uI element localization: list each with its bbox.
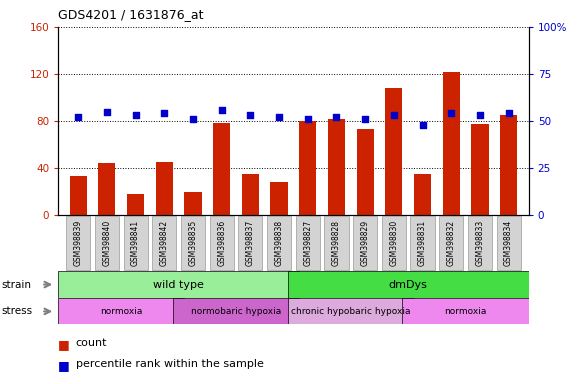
Text: GSM398832: GSM398832 bbox=[447, 220, 456, 266]
Text: normobaric hypoxia: normobaric hypoxia bbox=[191, 307, 281, 316]
FancyBboxPatch shape bbox=[353, 216, 377, 270]
Point bbox=[188, 116, 198, 122]
FancyBboxPatch shape bbox=[152, 216, 176, 270]
Bar bbox=[58, 271, 299, 298]
Point bbox=[131, 112, 140, 118]
Text: GSM398833: GSM398833 bbox=[475, 220, 485, 266]
Point bbox=[160, 110, 169, 116]
Bar bbox=[58, 298, 184, 324]
Text: GSM398828: GSM398828 bbox=[332, 220, 341, 266]
Text: GSM398840: GSM398840 bbox=[102, 220, 112, 266]
Text: GSM398836: GSM398836 bbox=[217, 220, 226, 266]
Text: GSM398842: GSM398842 bbox=[160, 220, 168, 266]
Text: strain: strain bbox=[1, 280, 31, 290]
Text: ■: ■ bbox=[58, 359, 74, 372]
Point bbox=[246, 112, 255, 118]
Bar bbox=[471, 124, 489, 215]
Bar bbox=[288, 271, 529, 298]
Bar bbox=[299, 121, 317, 215]
Point bbox=[418, 122, 427, 128]
Text: GSM398837: GSM398837 bbox=[246, 220, 255, 266]
Point bbox=[217, 107, 227, 113]
Text: GSM398835: GSM398835 bbox=[188, 220, 198, 266]
Bar bbox=[385, 88, 403, 215]
Bar bbox=[403, 298, 529, 324]
Point bbox=[102, 109, 112, 115]
Bar bbox=[357, 129, 374, 215]
FancyBboxPatch shape bbox=[95, 216, 119, 270]
Bar bbox=[173, 298, 299, 324]
FancyBboxPatch shape bbox=[382, 216, 406, 270]
Text: chronic hypobaric hypoxia: chronic hypobaric hypoxia bbox=[291, 307, 411, 316]
Text: GSM398834: GSM398834 bbox=[504, 220, 513, 266]
Text: percentile rank within the sample: percentile rank within the sample bbox=[76, 359, 263, 369]
Text: GSM398841: GSM398841 bbox=[131, 220, 140, 266]
Text: GSM398827: GSM398827 bbox=[303, 220, 312, 266]
FancyBboxPatch shape bbox=[238, 216, 263, 270]
Point bbox=[74, 114, 83, 120]
Point bbox=[332, 114, 341, 120]
Bar bbox=[127, 194, 144, 215]
Point bbox=[274, 114, 284, 120]
Text: GDS4201 / 1631876_at: GDS4201 / 1631876_at bbox=[58, 8, 203, 21]
Text: GSM398839: GSM398839 bbox=[74, 220, 83, 266]
Point bbox=[447, 110, 456, 116]
Text: dmDys: dmDys bbox=[389, 280, 428, 290]
Text: normoxia: normoxia bbox=[444, 307, 487, 316]
Bar bbox=[270, 182, 288, 215]
FancyBboxPatch shape bbox=[439, 216, 463, 270]
Text: GSM398829: GSM398829 bbox=[361, 220, 370, 266]
Text: wild type: wild type bbox=[153, 280, 204, 290]
Text: count: count bbox=[76, 338, 107, 348]
FancyBboxPatch shape bbox=[497, 216, 521, 270]
FancyBboxPatch shape bbox=[66, 216, 90, 270]
Text: stress: stress bbox=[1, 306, 33, 316]
Bar bbox=[500, 115, 517, 215]
FancyBboxPatch shape bbox=[124, 216, 148, 270]
Bar bbox=[70, 176, 87, 215]
Bar bbox=[288, 298, 414, 324]
Bar bbox=[184, 192, 202, 215]
Point bbox=[303, 116, 313, 122]
Bar bbox=[98, 163, 116, 215]
FancyBboxPatch shape bbox=[411, 216, 435, 270]
Bar bbox=[443, 71, 460, 215]
Bar bbox=[156, 162, 173, 215]
Point bbox=[504, 110, 513, 116]
Point bbox=[360, 116, 370, 122]
FancyBboxPatch shape bbox=[210, 216, 234, 270]
Bar bbox=[242, 174, 259, 215]
Text: GSM398831: GSM398831 bbox=[418, 220, 427, 266]
Text: GSM398838: GSM398838 bbox=[275, 220, 284, 266]
Text: normoxia: normoxia bbox=[100, 307, 142, 316]
Bar bbox=[414, 174, 431, 215]
Point bbox=[475, 112, 485, 118]
FancyBboxPatch shape bbox=[267, 216, 291, 270]
Bar bbox=[328, 119, 345, 215]
FancyBboxPatch shape bbox=[324, 216, 349, 270]
Bar bbox=[213, 123, 230, 215]
FancyBboxPatch shape bbox=[296, 216, 320, 270]
Point bbox=[389, 112, 399, 118]
Text: GSM398830: GSM398830 bbox=[389, 220, 399, 266]
FancyBboxPatch shape bbox=[468, 216, 492, 270]
FancyBboxPatch shape bbox=[181, 216, 205, 270]
Text: ■: ■ bbox=[58, 338, 74, 351]
